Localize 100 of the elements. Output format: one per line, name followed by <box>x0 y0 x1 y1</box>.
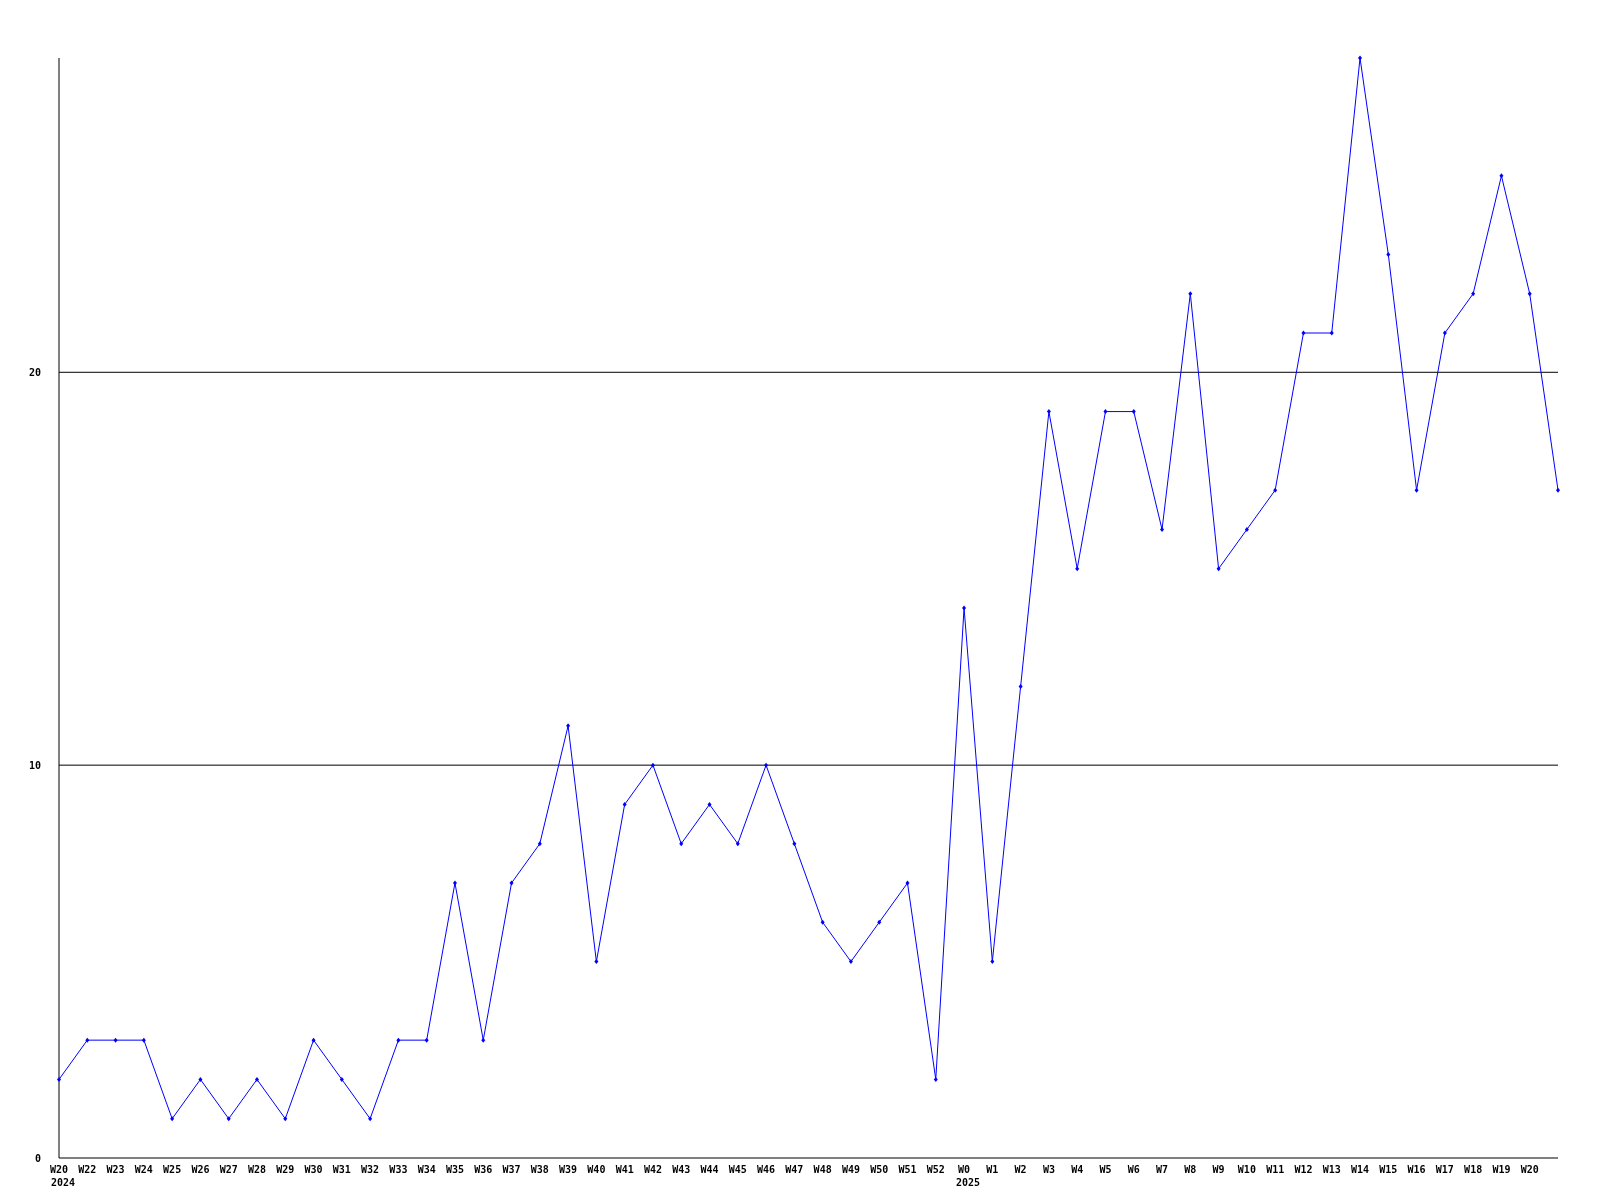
x-tick-label: W41 <box>615 1164 634 1175</box>
x-tick-label: W37 <box>502 1164 521 1175</box>
point <box>452 880 457 886</box>
point <box>226 1116 231 1122</box>
x-tick-label: W50 <box>870 1164 889 1175</box>
point <box>1103 409 1108 415</box>
x-tick-label: W23 <box>106 1164 125 1175</box>
x-tick-label: W13 <box>1322 1164 1341 1175</box>
x-tick-label: W51 <box>898 1164 917 1175</box>
x-tick-label: W36 <box>474 1164 493 1175</box>
x-tick-label: W31 <box>332 1164 351 1175</box>
x-tick-label: W8 <box>1184 1164 1197 1175</box>
point <box>368 1116 373 1122</box>
x-tick-label: W4 <box>1071 1164 1084 1175</box>
y-tick-label: 0 <box>34 1152 41 1164</box>
x-tick-label: W18 <box>1464 1164 1483 1175</box>
x-tick-label: W7 <box>1156 1164 1169 1175</box>
x-tick-label: W6 <box>1127 1164 1140 1175</box>
point <box>1471 291 1476 297</box>
point <box>396 1037 401 1043</box>
point <box>848 959 853 965</box>
x-tick-label: W42 <box>643 1164 662 1175</box>
x-tick-label: W46 <box>757 1164 776 1175</box>
x-tick-label: W10 <box>1237 1164 1256 1175</box>
point <box>1018 684 1023 690</box>
point <box>1329 330 1334 336</box>
x-tick-label: W17 <box>1435 1164 1454 1175</box>
point <box>198 1076 203 1082</box>
x-tick-label: W14 <box>1350 1164 1370 1175</box>
x-tick-label: W30 <box>304 1164 323 1175</box>
point <box>1527 291 1532 297</box>
point <box>1442 330 1447 336</box>
x-tick-label: W39 <box>559 1164 578 1175</box>
point <box>481 1037 486 1043</box>
point <box>1075 566 1080 572</box>
point <box>1244 526 1249 532</box>
point <box>1358 55 1363 61</box>
x-tick-label: W32 <box>361 1164 380 1175</box>
point <box>820 919 825 925</box>
x-tick-label: W20 2024 <box>49 1164 76 1188</box>
point <box>792 841 797 847</box>
x-tick-label: W19 <box>1492 1164 1511 1175</box>
x-tick-label: W16 <box>1407 1164 1426 1175</box>
x-tick-label: W22 <box>78 1164 97 1175</box>
x-tick-label: W47 <box>785 1164 804 1175</box>
point <box>85 1037 90 1043</box>
point <box>650 762 655 768</box>
x-tick-label: W26 <box>191 1164 210 1175</box>
x-tick-label: W44 <box>700 1164 719 1175</box>
x-tick-label: W27 <box>219 1164 238 1175</box>
x-tick-label: W48 <box>813 1164 832 1175</box>
point <box>622 801 627 807</box>
point <box>764 762 769 768</box>
point <box>1131 409 1136 415</box>
point <box>170 1116 175 1122</box>
x-tick-label: W5 <box>1099 1164 1112 1175</box>
x-tick-label: W40 <box>587 1164 606 1175</box>
point <box>1556 487 1560 493</box>
point <box>424 1037 429 1043</box>
x-tick-label: W12 <box>1294 1164 1313 1175</box>
point <box>339 1076 344 1082</box>
point <box>594 959 599 965</box>
x-tick-label: W34 <box>417 1164 436 1175</box>
x-tick-label: W28 <box>247 1164 267 1175</box>
point <box>877 919 882 925</box>
x-tick-label: W2 <box>1014 1164 1027 1175</box>
point <box>679 841 684 847</box>
x-tick-label: W3 <box>1042 1164 1055 1175</box>
x-tick-label: W49 <box>841 1164 860 1175</box>
point <box>933 1076 938 1082</box>
point <box>1499 173 1504 179</box>
y-tick-label: 20 <box>28 366 41 378</box>
point <box>990 959 995 965</box>
x-tick-label: W35 <box>445 1164 464 1175</box>
x-tick-label: W24 <box>134 1164 153 1175</box>
point <box>311 1037 316 1043</box>
point <box>1414 487 1419 493</box>
y-tick-label: 10 <box>28 759 41 771</box>
point <box>537 841 542 847</box>
point <box>141 1037 146 1043</box>
x-tick-label: W43 <box>672 1164 691 1175</box>
point <box>1188 291 1193 297</box>
point <box>113 1037 118 1043</box>
x-tick-label: W25 <box>163 1164 182 1175</box>
x-tick-label: W29 <box>276 1164 295 1175</box>
x-tick-label: W45 <box>728 1164 747 1175</box>
x-tick-label: W52 <box>926 1164 945 1175</box>
x-tick-label: W0 2025 <box>956 1164 981 1188</box>
x-tick-label: W33 <box>389 1164 408 1175</box>
x-tick-label: W11 <box>1266 1164 1285 1175</box>
point <box>283 1116 288 1122</box>
x-tick-label: W20 <box>1520 1164 1539 1175</box>
point <box>1273 487 1278 493</box>
point <box>1216 566 1221 572</box>
point <box>566 723 571 729</box>
x-tick-label: W1 <box>986 1164 999 1175</box>
x-tick-label: W15 <box>1379 1164 1398 1175</box>
point <box>1046 409 1051 415</box>
x-tick-label: W38 <box>530 1164 549 1175</box>
point <box>735 841 740 847</box>
